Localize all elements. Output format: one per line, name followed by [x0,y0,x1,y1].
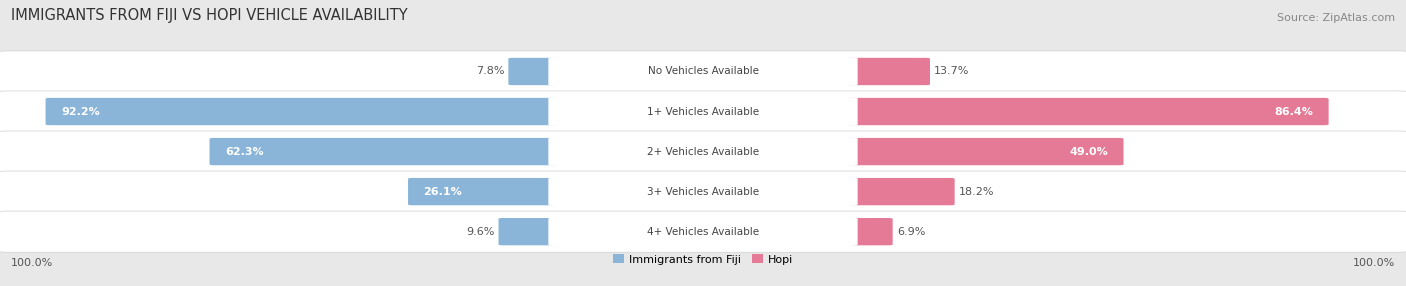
Text: 13.7%: 13.7% [934,67,970,76]
FancyBboxPatch shape [846,58,929,85]
Text: 2+ Vehicles Available: 2+ Vehicles Available [647,147,759,156]
FancyBboxPatch shape [0,51,1406,92]
FancyBboxPatch shape [548,177,858,206]
FancyBboxPatch shape [0,91,1406,132]
FancyBboxPatch shape [846,98,1329,125]
FancyBboxPatch shape [408,178,560,205]
Text: 18.2%: 18.2% [959,187,994,196]
FancyBboxPatch shape [0,131,1406,172]
Text: Source: ZipAtlas.com: Source: ZipAtlas.com [1277,13,1395,23]
Text: 62.3%: 62.3% [225,147,264,156]
FancyBboxPatch shape [548,217,858,246]
FancyBboxPatch shape [209,138,560,165]
FancyBboxPatch shape [846,178,955,205]
Text: 3+ Vehicles Available: 3+ Vehicles Available [647,187,759,196]
Text: 86.4%: 86.4% [1274,107,1313,116]
Text: No Vehicles Available: No Vehicles Available [648,67,758,76]
FancyBboxPatch shape [548,137,858,166]
Text: 100.0%: 100.0% [1353,258,1395,268]
FancyBboxPatch shape [0,171,1406,212]
FancyBboxPatch shape [45,98,560,125]
FancyBboxPatch shape [846,218,893,245]
FancyBboxPatch shape [509,58,560,85]
Text: IMMIGRANTS FROM FIJI VS HOPI VEHICLE AVAILABILITY: IMMIGRANTS FROM FIJI VS HOPI VEHICLE AVA… [11,8,408,23]
Text: 49.0%: 49.0% [1070,147,1108,156]
Text: 7.8%: 7.8% [475,67,505,76]
Legend: Immigrants from Fiji, Hopi: Immigrants from Fiji, Hopi [609,250,797,269]
FancyBboxPatch shape [846,138,1123,165]
FancyBboxPatch shape [548,97,858,126]
Text: 1+ Vehicles Available: 1+ Vehicles Available [647,107,759,116]
Text: 4+ Vehicles Available: 4+ Vehicles Available [647,227,759,237]
Text: 92.2%: 92.2% [60,107,100,116]
FancyBboxPatch shape [0,211,1406,252]
Text: 9.6%: 9.6% [465,227,495,237]
Text: 26.1%: 26.1% [423,187,463,196]
FancyBboxPatch shape [548,57,858,86]
Text: 6.9%: 6.9% [897,227,925,237]
FancyBboxPatch shape [499,218,560,245]
Text: 100.0%: 100.0% [11,258,53,268]
